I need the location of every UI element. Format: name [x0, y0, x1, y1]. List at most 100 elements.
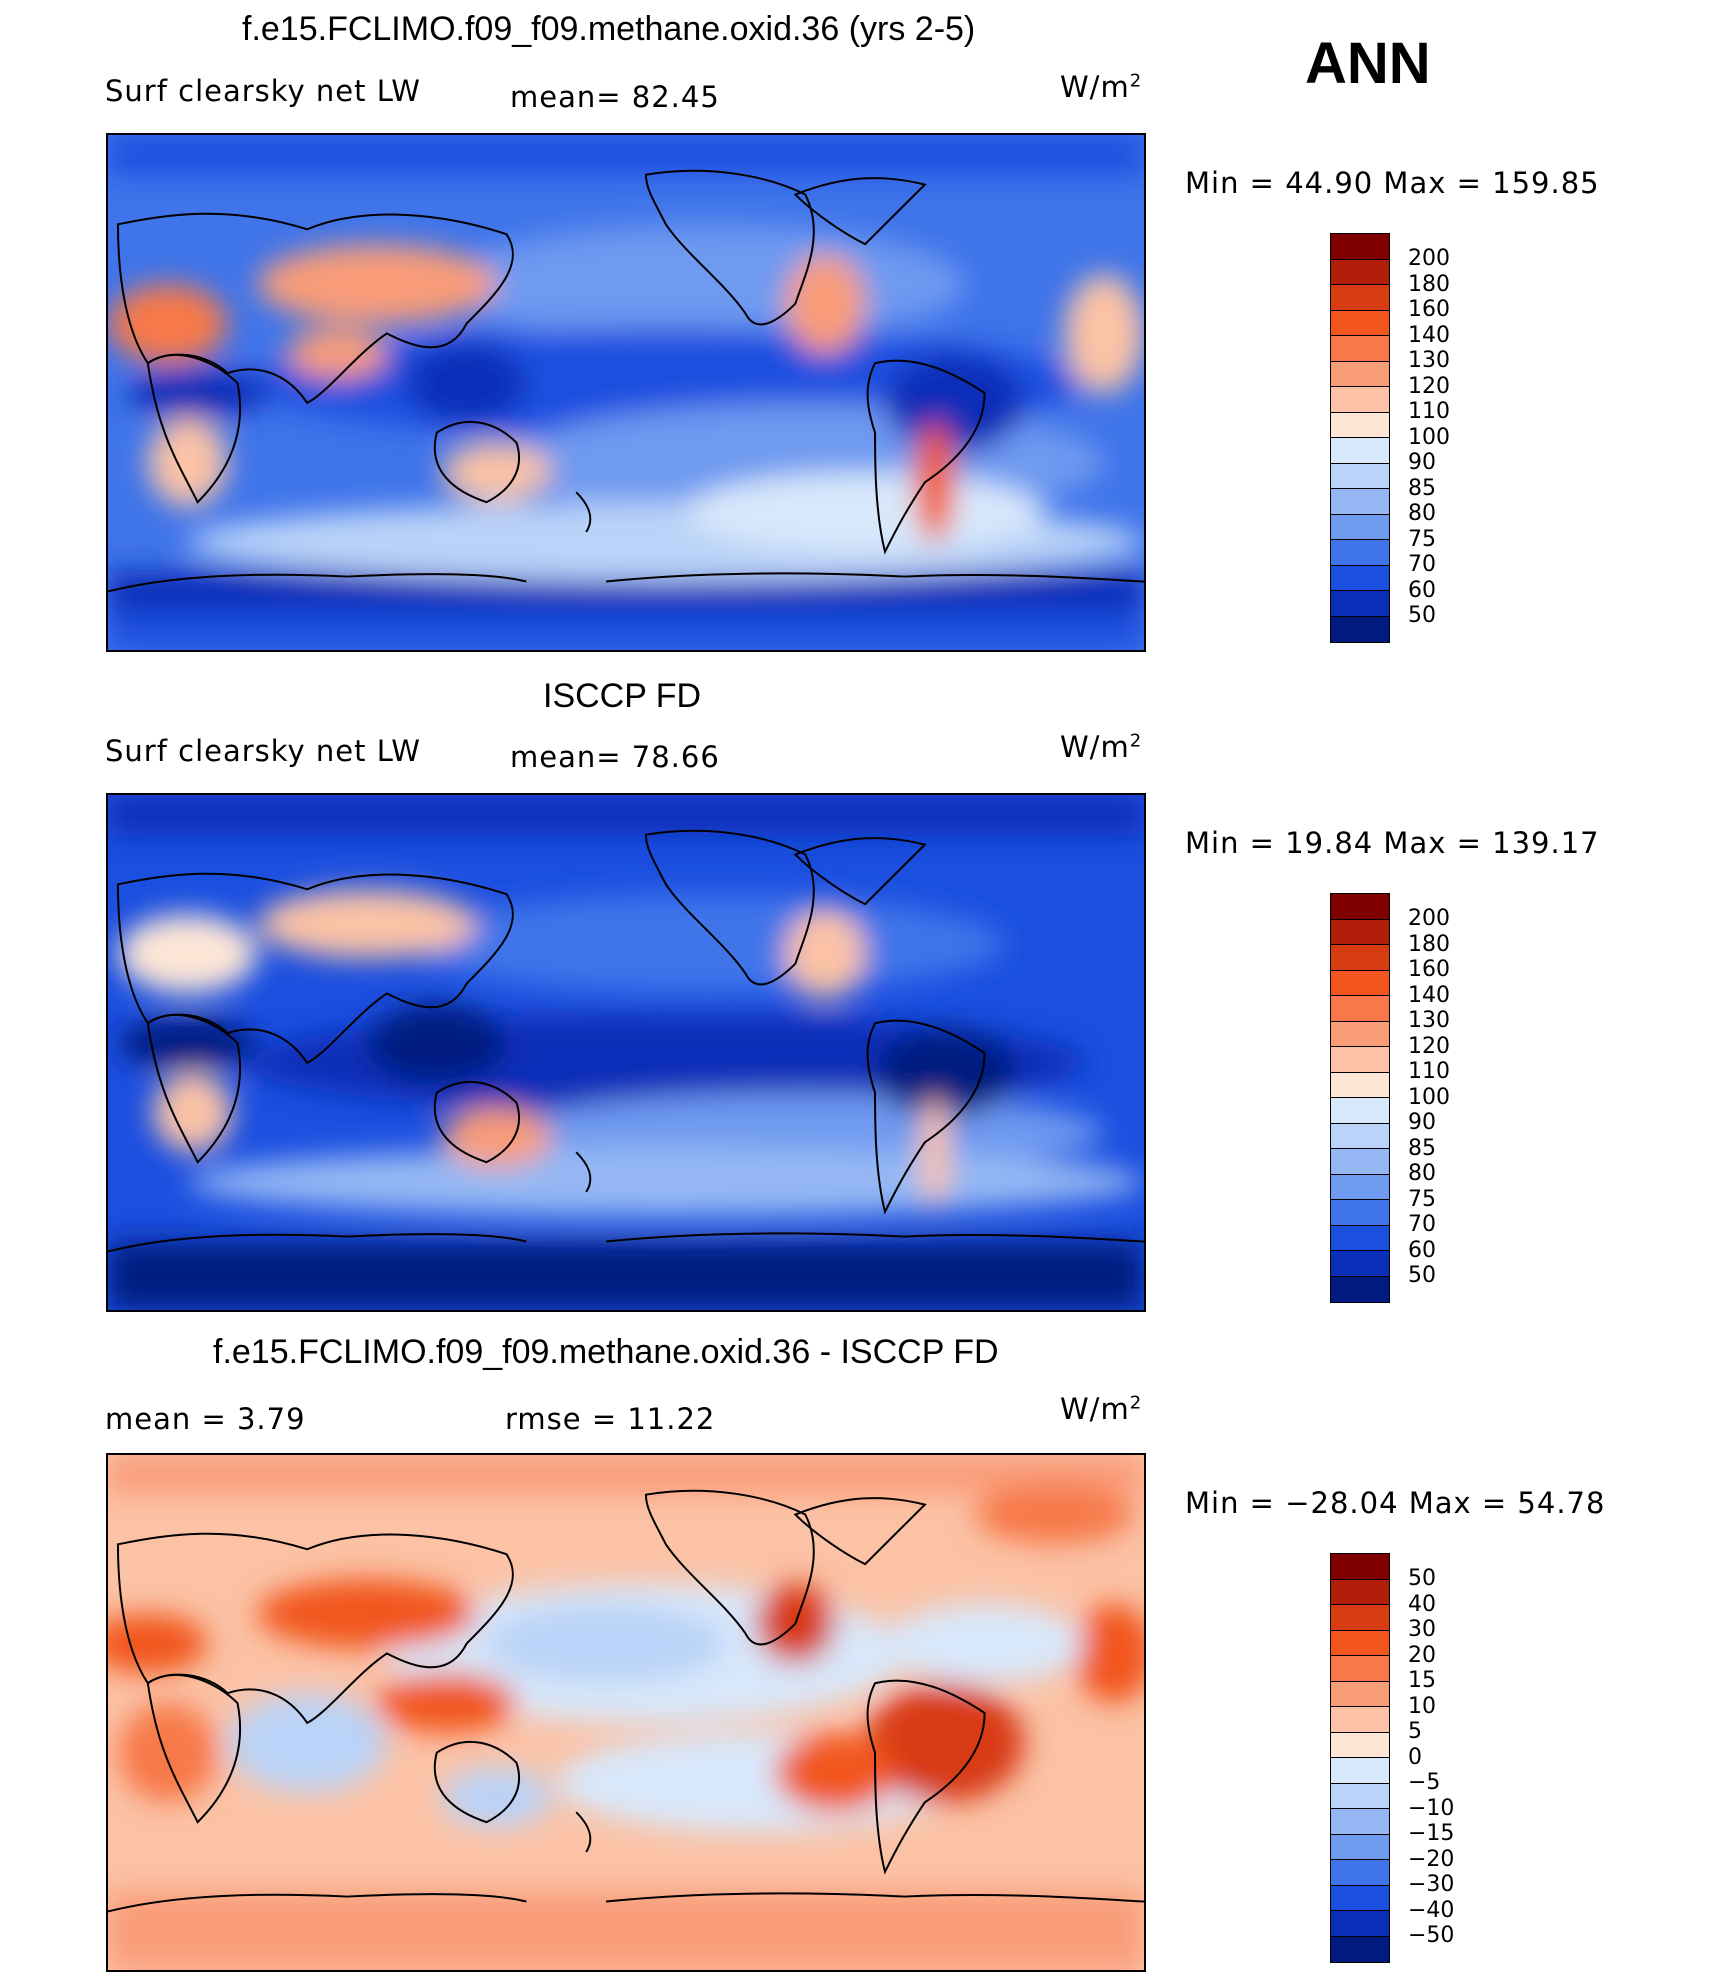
colorbar-swatch [1331, 1732, 1389, 1758]
colorbar-tick: 100 [1408, 1085, 1450, 1110]
panel-2-map [106, 793, 1146, 1312]
colorbar-swatch [1331, 591, 1389, 617]
colorbar-swatch [1331, 1225, 1389, 1251]
panel-1-variable-label: Surf clearsky net LW [105, 74, 421, 108]
colorbar-tick: 200 [1408, 906, 1450, 931]
colorbar-swatch [1331, 463, 1389, 489]
colorbar-swatch [1331, 540, 1389, 566]
panel-2-map-svg [108, 795, 1144, 1310]
colorbar-swatch [1331, 1098, 1389, 1124]
panel-1-map-svg [108, 135, 1144, 650]
colorbar-swatch [1331, 514, 1389, 540]
colorbar-tick: 75 [1408, 527, 1436, 552]
panel-1-units: W/m2 [1060, 70, 1143, 104]
colorbar-tick: 140 [1408, 323, 1450, 348]
colorbar-swatch [1331, 1758, 1389, 1784]
colorbar-tick: −50 [1408, 1923, 1455, 1948]
colorbar-swatch [1331, 1072, 1389, 1098]
colorbar-tick: 160 [1408, 957, 1450, 982]
panel-2-mean-label: mean= 78.66 [510, 740, 720, 774]
colorbar-swatch [1331, 259, 1389, 285]
colorbar-tick: 70 [1408, 1212, 1436, 1237]
colorbar-tick: 50 [1408, 1263, 1436, 1288]
panel-3-units: W/m2 [1060, 1392, 1143, 1426]
panel-2-title: ISCCP FD [543, 677, 702, 715]
panel-2-minmax: Min = 19.84 Max = 139.17 [1185, 826, 1600, 860]
colorbar-tick: 5 [1408, 1719, 1422, 1744]
colorbar-tick: 60 [1408, 1238, 1436, 1263]
panel-3-title: f.e15.FCLIMO.f09_f09.methane.oxid.36 - I… [213, 1333, 999, 1371]
colorbar-tick: 130 [1408, 1008, 1450, 1033]
colorbar-tick: 90 [1408, 450, 1436, 475]
panel-3-rmse-label: rmse = 11.22 [505, 1402, 716, 1436]
colorbar-swatch [1331, 1021, 1389, 1047]
colorbar-swatch [1331, 361, 1389, 387]
colorbar-swatch [1331, 1809, 1389, 1835]
colorbar-tick: 200 [1408, 246, 1450, 271]
colorbar-swatch [1331, 412, 1389, 438]
colorbar-swatch [1331, 1251, 1389, 1277]
colorbar-swatch [1331, 1200, 1389, 1226]
panel-3-map-svg [108, 1455, 1144, 1970]
colorbar-swatch [1331, 310, 1389, 336]
colorbar-tick: −20 [1408, 1847, 1455, 1872]
colorbar-swatch [1331, 1047, 1389, 1073]
colorbar-swatch [1331, 1783, 1389, 1809]
panel-1-map [106, 133, 1146, 652]
colorbar-tick: 85 [1408, 1136, 1436, 1161]
colorbar-swatch [1331, 489, 1389, 515]
colorbar-tick: −10 [1408, 1796, 1455, 1821]
colorbar-swatch [1331, 1554, 1389, 1580]
colorbar-tick: 80 [1408, 1161, 1436, 1186]
colorbar-tick: 75 [1408, 1187, 1436, 1212]
colorbar-tick: 40 [1408, 1592, 1436, 1617]
colorbar-swatch [1331, 1681, 1389, 1707]
colorbar-swatch [1331, 1276, 1389, 1302]
colorbar-tick: −40 [1408, 1898, 1455, 1923]
colorbar-tick: 70 [1408, 552, 1436, 577]
colorbar-tick: 20 [1408, 1643, 1436, 1668]
colorbar-swatch [1331, 1149, 1389, 1175]
colorbar-tick: 140 [1408, 983, 1450, 1008]
colorbar-tick: 30 [1408, 1617, 1436, 1642]
coastlines [108, 829, 1144, 1253]
panel-2-variable-label: Surf clearsky net LW [105, 734, 421, 768]
colorbar-swatch [1331, 1656, 1389, 1682]
season-label: ANN [1305, 31, 1431, 96]
colorbar-swatch [1331, 616, 1389, 642]
colorbar-swatch [1331, 1123, 1389, 1149]
colorbar-swatch [1331, 1885, 1389, 1911]
colorbar-swatch [1331, 387, 1389, 413]
panel-1-mean-label: mean= 82.45 [510, 80, 720, 114]
colorbar-tick: 50 [1408, 1566, 1436, 1591]
colorbar-tick: 180 [1408, 932, 1450, 957]
colorbar-swatch [1331, 970, 1389, 996]
colorbar-swatch [1331, 565, 1389, 591]
panel-1-minmax: Min = 44.90 Max = 159.85 [1185, 166, 1600, 200]
colorbar-tick: 120 [1408, 1034, 1450, 1059]
colorbar-tick: 10 [1408, 1694, 1436, 1719]
panel-1-colorbar [1330, 233, 1390, 643]
panel-3-mean-label: mean = 3.79 [105, 1402, 306, 1436]
panel-2-units: W/m2 [1060, 730, 1143, 764]
colorbar-tick: 110 [1408, 1059, 1450, 1084]
colorbar-tick: 90 [1408, 1110, 1436, 1135]
colorbar-tick: −15 [1408, 1821, 1455, 1846]
colorbar-swatch [1331, 1579, 1389, 1605]
colorbar-tick: 110 [1408, 399, 1450, 424]
colorbar-swatch [1331, 336, 1389, 362]
colorbar-tick: 180 [1408, 272, 1450, 297]
coastlines [108, 1489, 1144, 1913]
colorbar-swatch [1331, 919, 1389, 945]
colorbar-swatch [1331, 234, 1389, 260]
colorbar-tick: 160 [1408, 297, 1450, 322]
colorbar-swatch [1331, 1936, 1389, 1962]
panel-3-map [106, 1453, 1146, 1972]
colorbar-swatch [1331, 1707, 1389, 1733]
colorbar-tick: 80 [1408, 501, 1436, 526]
colorbar-swatch [1331, 894, 1389, 920]
colorbar-swatch [1331, 1630, 1389, 1656]
colorbar-tick: 15 [1408, 1668, 1436, 1693]
colorbar-tick: 100 [1408, 425, 1450, 450]
colorbar-swatch [1331, 1605, 1389, 1631]
